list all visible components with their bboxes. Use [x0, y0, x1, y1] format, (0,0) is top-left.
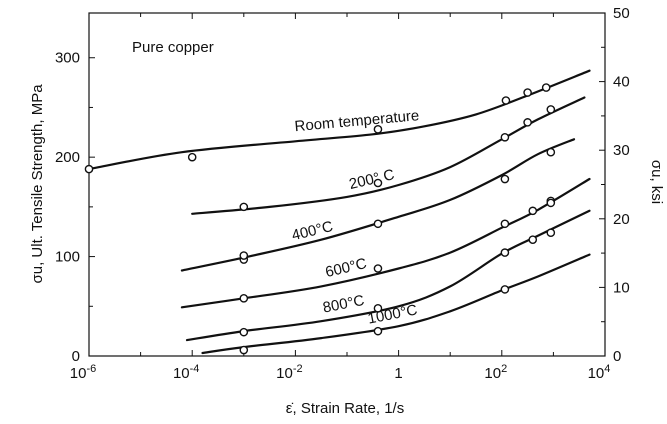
y-right-tick-label: 50 — [613, 5, 630, 22]
data-point — [239, 345, 249, 355]
x-tick-label: 10-4 — [173, 363, 199, 382]
data-point — [84, 164, 94, 174]
y-right-tick-label: 30 — [613, 142, 630, 159]
data-point — [500, 132, 510, 142]
data-point — [500, 248, 510, 257]
y-axis-right-label: σu, ksi — [648, 160, 665, 204]
series-line — [180, 177, 591, 309]
series-label: 200° C — [347, 166, 396, 193]
y-right-tick-label: 40 — [613, 74, 630, 91]
x-tick-label: 10-6 — [70, 363, 96, 382]
y-right-tick-label: 20 — [613, 211, 630, 228]
data-point — [500, 219, 510, 229]
data-point — [373, 219, 383, 229]
x-tick-label: 104 — [588, 363, 611, 382]
y-tick-label: 100 — [55, 249, 80, 266]
y-tick-label: 300 — [55, 50, 80, 67]
data-point — [373, 178, 383, 188]
data-point — [501, 96, 511, 105]
y-right-tick-label: 0 — [613, 348, 621, 365]
data-point — [239, 251, 249, 260]
data-point — [187, 152, 197, 162]
data-points — [84, 83, 556, 355]
data-point — [239, 294, 249, 303]
series-line — [191, 96, 586, 215]
data-point — [546, 228, 556, 238]
y-right-tick-label: 10 — [613, 279, 630, 296]
data-point — [523, 118, 532, 127]
data-point — [500, 174, 510, 184]
x-tick-label: 1 — [394, 365, 402, 382]
x-tick-label: 10-2 — [276, 363, 302, 382]
y-tick-label: 0 — [72, 348, 80, 365]
y-tick-label: 200 — [55, 149, 80, 166]
series-line — [180, 138, 576, 272]
data-point — [523, 88, 532, 97]
series-label: 400°C — [290, 218, 335, 244]
data-point — [239, 327, 249, 337]
data-point — [373, 125, 383, 134]
data-point — [546, 198, 556, 208]
y-axis-label: σu, Ult. Tensile Strength, MPa — [29, 84, 46, 284]
data-point — [373, 303, 383, 313]
data-point — [239, 202, 249, 212]
data-point — [500, 285, 510, 294]
x-axis-label: ε̇, Strain Rate, 1/s — [286, 400, 404, 417]
series-label: 800°C — [321, 292, 365, 317]
chart-title: Pure copper — [132, 39, 214, 56]
data-point — [373, 326, 383, 336]
x-tick-label: 102 — [484, 363, 507, 382]
data-point — [546, 147, 556, 157]
data-point — [541, 83, 551, 92]
data-point — [546, 105, 556, 114]
series-line — [201, 253, 591, 355]
data-point — [528, 235, 538, 244]
series-line — [87, 69, 591, 171]
data-point — [373, 264, 383, 273]
data-point — [528, 206, 538, 216]
